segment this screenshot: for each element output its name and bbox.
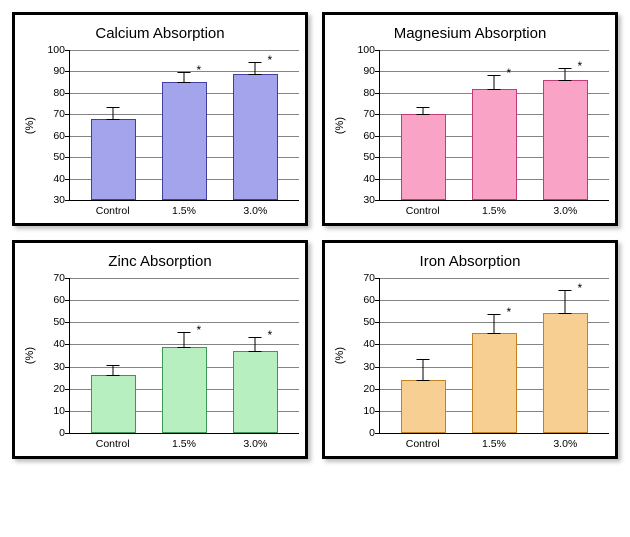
bar-group <box>388 278 459 433</box>
error-bar <box>184 72 185 83</box>
x-tick-label: 1.5% <box>148 438 219 450</box>
error-bar <box>423 107 424 116</box>
significance-marker: * <box>506 306 511 318</box>
bar-group: * <box>530 50 601 200</box>
error-bar <box>255 62 256 75</box>
bar: * <box>162 82 206 200</box>
bar: * <box>233 351 277 433</box>
bar: * <box>233 74 277 200</box>
significance-marker: * <box>577 60 582 72</box>
bar <box>401 114 445 200</box>
y-ticks: 10090807060504030 <box>39 50 69 200</box>
x-tick-label: 3.0% <box>530 205 601 217</box>
error-bar <box>565 290 566 314</box>
y-axis-label: (%) <box>331 278 349 434</box>
error-bar <box>113 107 114 120</box>
x-tick-label: 1.5% <box>148 205 219 217</box>
y-axis-label: (%) <box>21 278 39 434</box>
x-tick-label: Control <box>387 438 458 450</box>
error-bar <box>255 337 256 353</box>
y-ticks: 10090807060504030 <box>349 50 379 200</box>
bar <box>401 380 445 433</box>
bar-group: * <box>149 50 220 200</box>
bar: * <box>543 313 587 433</box>
x-ticks: Control1.5%3.0% <box>379 201 609 219</box>
bar-group: * <box>220 278 291 433</box>
error-bar <box>113 365 114 376</box>
bar: * <box>162 347 206 433</box>
charts-grid: Calcium Absorption(%)10090807060504030**… <box>12 12 618 459</box>
bar: * <box>543 80 587 200</box>
plot-area: ** <box>379 278 609 434</box>
plot-area: ** <box>69 278 299 434</box>
chart-panel: Calcium Absorption(%)10090807060504030**… <box>12 12 308 226</box>
significance-marker: * <box>267 54 272 66</box>
x-tick-label: 1.5% <box>458 205 529 217</box>
significance-marker: * <box>506 67 511 79</box>
significance-marker: * <box>196 64 201 76</box>
x-tick-label: Control <box>387 205 458 217</box>
error-bar <box>565 68 566 81</box>
y-ticks: 706050403020100 <box>349 278 379 433</box>
chart-panel: Zinc Absorption(%)706050403020100**Contr… <box>12 240 308 459</box>
bar-group: * <box>459 50 530 200</box>
bar: * <box>472 89 516 200</box>
x-tick-label: 3.0% <box>530 438 601 450</box>
significance-marker: * <box>577 282 582 294</box>
x-tick-label: 3.0% <box>220 438 291 450</box>
x-tick-label: 1.5% <box>458 438 529 450</box>
y-ticks: 706050403020100 <box>39 278 69 433</box>
chart-panel: Iron Absorption(%)706050403020100**Contr… <box>322 240 618 459</box>
bar <box>91 119 135 200</box>
bar-group: * <box>459 278 530 433</box>
bar-group: * <box>149 278 220 433</box>
bar-group <box>78 50 149 200</box>
plot-area: ** <box>379 50 609 201</box>
error-bar <box>184 332 185 348</box>
error-bar <box>494 314 495 334</box>
y-axis-label: (%) <box>331 50 349 201</box>
error-bar <box>494 75 495 90</box>
bar-group <box>78 278 149 433</box>
bar-group: * <box>530 278 601 433</box>
bar-group <box>388 50 459 200</box>
x-tick-label: 3.0% <box>220 205 291 217</box>
plot-area: ** <box>69 50 299 201</box>
x-ticks: Control1.5%3.0% <box>379 434 609 452</box>
chart-panel: Magnesium Absorption(%)10090807060504030… <box>322 12 618 226</box>
x-ticks: Control1.5%3.0% <box>69 201 299 219</box>
bar <box>91 375 135 433</box>
bar-group: * <box>220 50 291 200</box>
x-tick-label: Control <box>77 205 148 217</box>
x-ticks: Control1.5%3.0% <box>69 434 299 452</box>
significance-marker: * <box>267 329 272 341</box>
bar: * <box>472 333 516 433</box>
y-axis-label: (%) <box>21 50 39 201</box>
x-tick-label: Control <box>77 438 148 450</box>
error-bar <box>423 359 424 381</box>
significance-marker: * <box>196 324 201 336</box>
